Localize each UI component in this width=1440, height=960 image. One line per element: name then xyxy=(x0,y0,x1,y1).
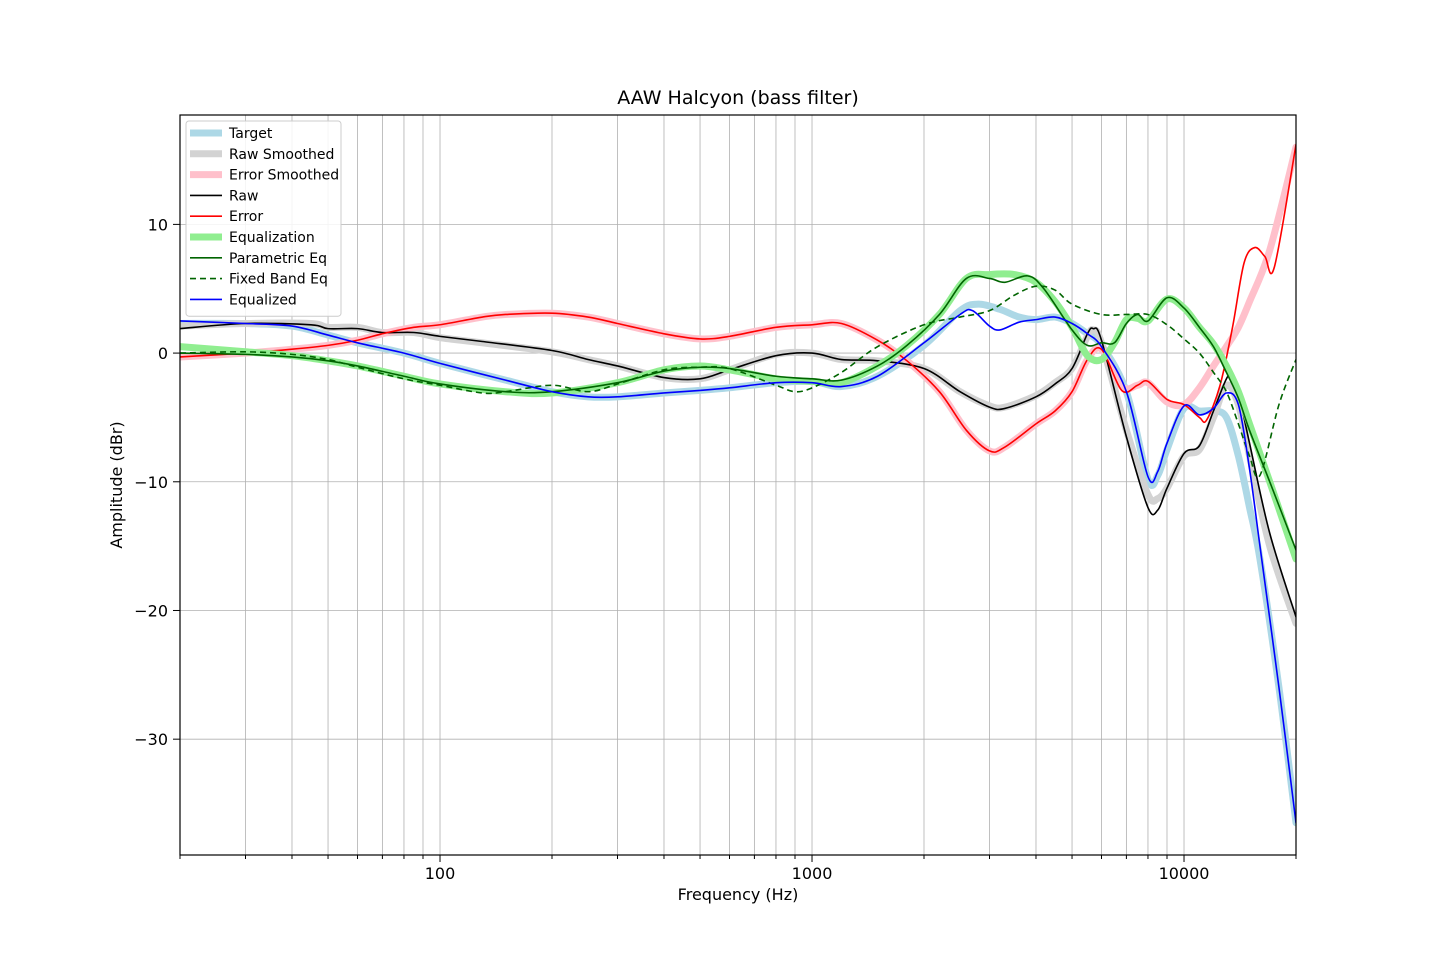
y-tick-label: 0 xyxy=(158,344,168,363)
series-line-error xyxy=(180,143,1296,453)
legend-entry: Raw xyxy=(229,188,258,204)
x-axis-label: Frequency (Hz) xyxy=(678,885,799,904)
y-tick-label: −10 xyxy=(134,473,168,492)
plot-frame xyxy=(179,114,1297,856)
legend-entry: Equalization xyxy=(229,230,315,246)
legend-entry: Error xyxy=(229,209,263,225)
legend-entry: Raw Smoothed xyxy=(229,147,334,163)
plot-area xyxy=(180,115,1296,855)
series-line-raw xyxy=(180,322,1296,618)
series-line-fixed-band-eq xyxy=(180,285,1296,479)
legend-entry: Target xyxy=(228,126,273,142)
legend-entry: Equalized xyxy=(229,292,297,308)
y-axis-label: Amplitude (dBr) xyxy=(107,421,126,548)
chart-title: AAW Halcyon (bass filter) xyxy=(617,87,858,109)
legend-entry: Fixed Band Eq xyxy=(229,272,328,288)
series-line-parametric-eq xyxy=(180,274,1296,551)
series-line-equalized xyxy=(180,308,1296,824)
series-layer xyxy=(180,143,1296,827)
legend: Target Raw Smoothed Error Smoothed Raw Error… xyxy=(185,120,342,317)
x-tick-label: 100 xyxy=(425,864,456,883)
y-tick-label: −30 xyxy=(134,730,168,749)
x-tick-label: 1000 xyxy=(792,864,833,883)
x-tick-label: 10000 xyxy=(1159,864,1210,883)
y-tick-label: −20 xyxy=(134,601,168,620)
legend-box xyxy=(185,120,342,317)
legend-entry: Error Smoothed xyxy=(229,168,339,184)
y-tick-label: 10 xyxy=(148,215,168,234)
legend-entry: Parametric Eq xyxy=(229,251,327,267)
